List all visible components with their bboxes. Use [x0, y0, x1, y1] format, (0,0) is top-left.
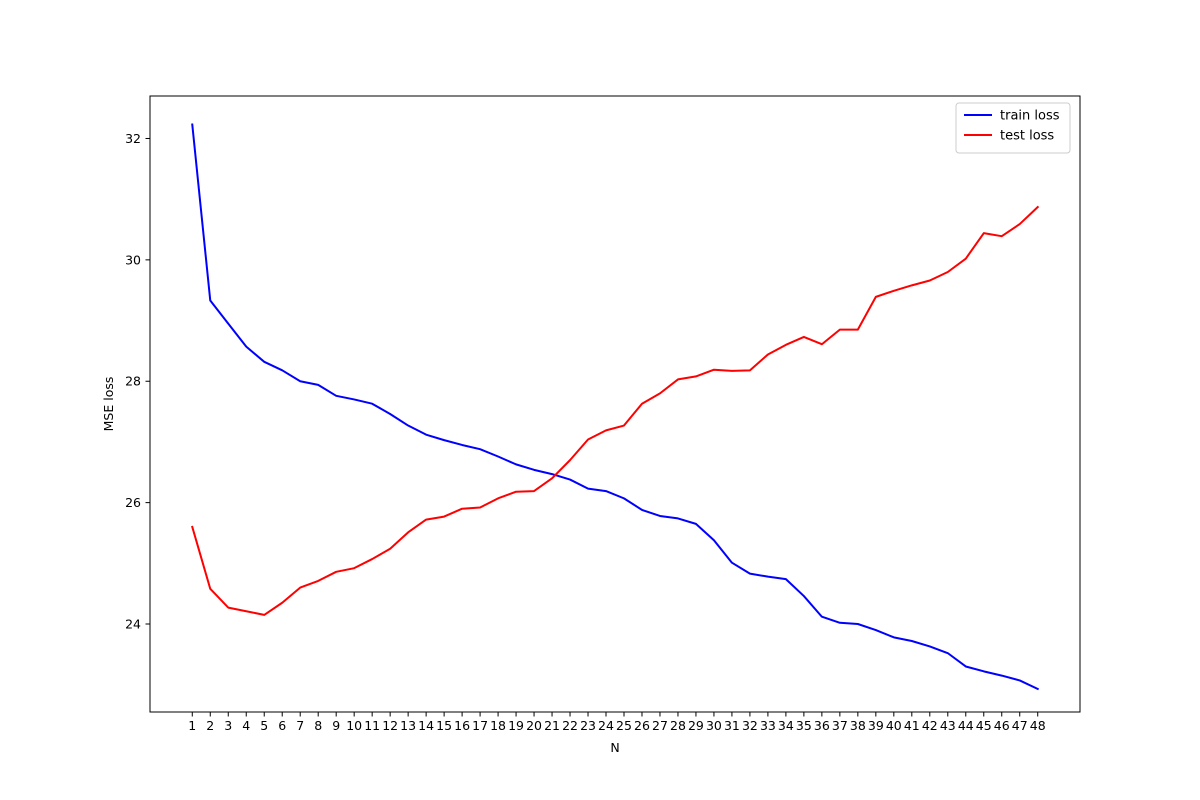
x-tick-label: 42: [922, 718, 938, 733]
x-tick-label: 35: [796, 718, 812, 733]
x-tick-label: 15: [436, 718, 452, 733]
x-tick-label: 6: [278, 718, 286, 733]
x-tick-label: 1: [188, 718, 196, 733]
x-tick-label: 19: [508, 718, 524, 733]
x-tick-label: 4: [242, 718, 250, 733]
x-tick-label: 10: [346, 718, 362, 733]
series-line-test-loss: [191, 205, 1040, 616]
x-tick-label: 11: [364, 718, 380, 733]
x-tick-label: 47: [1012, 718, 1028, 733]
x-tick-label: 24: [598, 718, 614, 733]
x-tick-label: 13: [400, 718, 416, 733]
x-tick-label: 30: [706, 718, 722, 733]
x-tick-label: 7: [296, 718, 304, 733]
x-tick-label: 21: [544, 718, 560, 733]
y-tick-label: 32: [125, 131, 141, 146]
legend: train loss test loss: [955, 102, 1071, 154]
x-tick-label: 31: [724, 718, 740, 733]
y-axis: 24 26 28 30 32: [125, 131, 150, 632]
x-tick-label: 28: [670, 718, 686, 733]
x-tick-label: 36: [814, 718, 830, 733]
y-tick-label: 28: [125, 374, 141, 389]
x-tick-label: 26: [634, 718, 650, 733]
series-lines: [191, 123, 1040, 691]
x-tick-label: 8: [314, 718, 322, 733]
x-tick-label: 2: [206, 718, 214, 733]
x-tick-label: 14: [418, 718, 434, 733]
x-tick-label: 32: [742, 718, 758, 733]
legend-label-test-loss: test loss: [1000, 129, 1054, 144]
x-tick-label: 16: [454, 718, 470, 733]
x-tick-label: 33: [760, 718, 776, 733]
plot-area: [149, 95, 1081, 713]
x-tick-label: 25: [616, 718, 632, 733]
x-tick-label: 18: [490, 718, 506, 733]
x-tick-label: 29: [688, 718, 704, 733]
series-line-train-loss: [191, 123, 1040, 691]
x-tick-label: 34: [778, 718, 794, 733]
x-tick-label: 48: [1030, 718, 1046, 733]
x-tick-label: 38: [850, 718, 866, 733]
x-tick-label: 39: [868, 718, 884, 733]
x-tick-label: 44: [958, 718, 974, 733]
x-tick-label: 12: [382, 718, 398, 733]
legend-label-train-loss: train loss: [1000, 109, 1060, 124]
x-tick-label: 46: [994, 718, 1010, 733]
x-tick-label: 3: [224, 718, 232, 733]
y-tick-label: 24: [125, 617, 141, 632]
x-tick-label: 41: [904, 718, 920, 733]
y-tick-label: 30: [125, 252, 141, 267]
x-axis-label: N: [610, 740, 619, 755]
x-tick-label: 45: [976, 718, 992, 733]
y-tick-label: 26: [125, 495, 141, 510]
x-tick-label: 40: [886, 718, 902, 733]
x-tick-label: 5: [260, 718, 268, 733]
x-tick-label: 17: [472, 718, 488, 733]
x-tick-label: 37: [832, 718, 848, 733]
x-tick-label: 22: [562, 718, 578, 733]
x-tick-label: 9: [332, 718, 340, 733]
axes-frame: [149, 95, 1081, 713]
x-tick-label: 20: [526, 718, 542, 733]
x-axis: 1 2 3 4 5 6 7 8 9 10 11 12 13 14 15 16 17 18 19 20 21 22 23 24 2…: [188, 712, 1046, 733]
y-axis-label: MSE loss: [101, 377, 116, 432]
x-tick-label: 23: [580, 718, 596, 733]
x-tick-label: 43: [940, 718, 956, 733]
x-tick-label: 27: [652, 718, 668, 733]
